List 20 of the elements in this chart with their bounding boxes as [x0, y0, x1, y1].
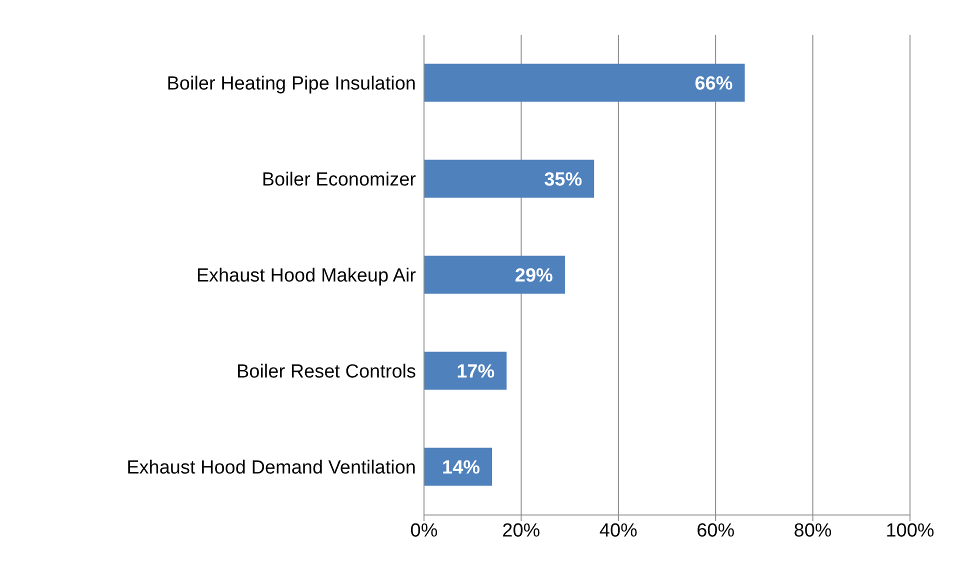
data-label: 29% [514, 266, 554, 287]
bar [424, 256, 565, 294]
data-label: 66% [694, 74, 733, 95]
y-tick-label: Boiler Reset Controls [236, 362, 416, 383]
bar [424, 352, 507, 390]
x-tick-label: 100% [886, 520, 934, 542]
x-tick-label: 0% [410, 520, 438, 542]
y-tick-label: Exhaust Hood Demand Ventilation [126, 458, 416, 479]
bar [424, 160, 594, 198]
y-tick-label: Exhaust Hood Makeup Air [196, 266, 417, 287]
bar [424, 64, 745, 102]
x-tick-label: 80% [794, 520, 832, 542]
data-label: 17% [456, 362, 495, 383]
data-label: 14% [442, 458, 480, 479]
data-label: 35% [544, 170, 582, 191]
x-tick-label: 40% [599, 520, 638, 542]
x-tick-label: 20% [502, 520, 540, 542]
y-tick-label: Boiler Heating Pipe Insulation [166, 74, 416, 95]
x-tick-label: 60% [696, 520, 735, 542]
y-tick-label: Boiler Economizer [262, 170, 417, 191]
